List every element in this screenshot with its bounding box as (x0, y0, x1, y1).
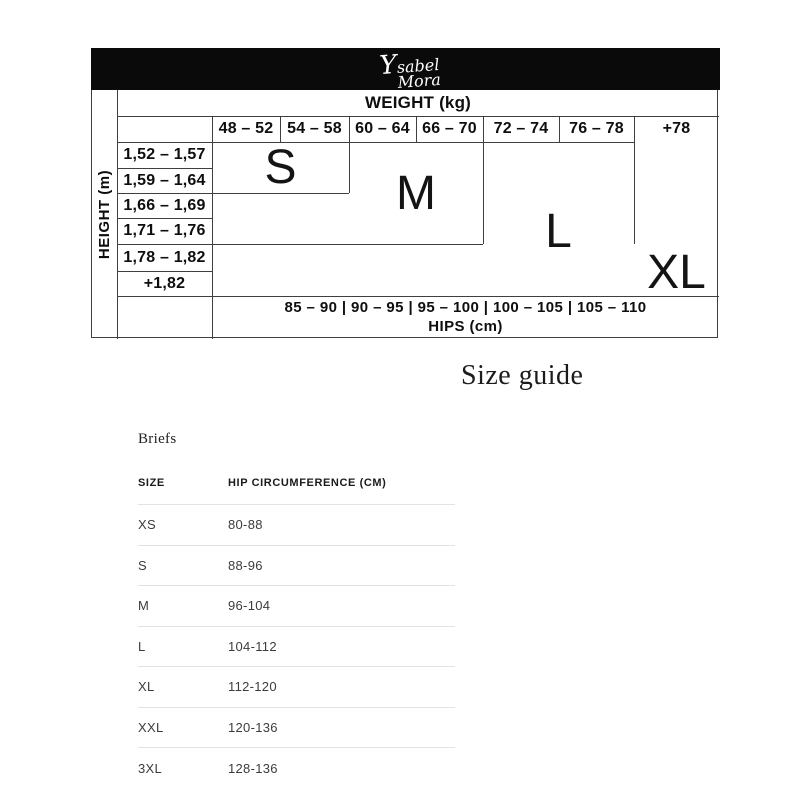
height-range-cell: +1,82 (143, 274, 186, 292)
divider-line (212, 116, 213, 339)
size-region-m: M (396, 166, 436, 220)
divider-line (117, 193, 349, 194)
divider-line (634, 116, 635, 244)
briefs-table-header: SIZE HIP CIRCUMFERENCE (CM) (138, 477, 455, 505)
height-range-cell: 1,78 – 1,82 (123, 248, 206, 266)
table-row: XXL 120-136 (138, 708, 455, 748)
weight-range-cell: 48 – 52 (218, 120, 274, 137)
divider-line (559, 116, 560, 142)
weight-range-cell: 76 – 78 (569, 120, 624, 137)
brand-logo: Ysabel Mora (378, 49, 441, 90)
weight-range-cell: 60 – 64 (355, 120, 410, 137)
divider-line (416, 116, 417, 142)
row-hip-value: 104-112 (228, 638, 277, 654)
weight-range-cell: +78 (662, 120, 691, 137)
divider-line (117, 168, 212, 169)
table-row: L 104-112 (138, 627, 455, 667)
height-axis-label: HEIGHT (m) (92, 90, 117, 339)
height-range-cell: 1,59 – 1,64 (123, 171, 206, 189)
table-row: XL 112-120 (138, 667, 455, 708)
row-hip-value: 88-96 (228, 557, 263, 573)
briefs-column-header-size: SIZE (138, 477, 165, 489)
briefs-section: Briefs SIZE HIP CIRCUMFERENCE (CM) XS 80… (138, 430, 455, 789)
hips-axis-label: HIPS (cm) (428, 318, 503, 335)
row-hip-value: 128-136 (228, 760, 278, 776)
weight-axis-label: WEIGHT (kg) (364, 93, 472, 112)
table-row: 3XL 128-136 (138, 748, 455, 789)
divider-line (117, 142, 634, 143)
height-axis-label-text: HEIGHT (m) (96, 169, 114, 260)
divider-line (117, 218, 212, 219)
page-title: Size guide (461, 360, 584, 391)
divider-line (117, 90, 118, 339)
divider-line (117, 116, 719, 117)
size-region-s: S (264, 141, 297, 194)
hips-footer: 85 – 90 | 90 – 95 | 95 – 100 | 100 – 105… (212, 296, 719, 338)
height-range-cell: 1,66 – 1,69 (123, 196, 206, 214)
row-size-label: S (138, 557, 147, 573)
table-row: S 88-96 (138, 546, 455, 586)
row-hip-value: 80-88 (228, 517, 263, 533)
table-row: XS 80-88 (138, 505, 455, 546)
size-region-l: L (545, 205, 572, 258)
brand-banner: Ysabel Mora (91, 48, 720, 90)
divider-line (117, 271, 212, 272)
weight-range-cell: 72 – 74 (493, 120, 549, 137)
row-hip-value: 112-120 (228, 679, 277, 695)
row-size-label: XXL (138, 719, 164, 735)
row-size-label: 3XL (138, 760, 163, 776)
hips-values: 85 – 90 | 90 – 95 | 95 – 100 | 100 – 105… (284, 299, 647, 316)
size-chart: Ysabel Mora WEIGHT (kg) HEIGHT (m) 48 – … (91, 48, 720, 339)
weight-range-cell: 66 – 70 (422, 120, 477, 137)
table-row: M 96-104 (138, 586, 455, 627)
divider-line (117, 244, 483, 245)
divider-line (483, 116, 484, 244)
briefs-title: Briefs (138, 431, 177, 447)
row-size-label: M (138, 598, 150, 614)
weight-range-cell: 54 – 58 (287, 120, 342, 137)
height-range-cell: 1,71 – 1,76 (123, 222, 206, 239)
row-size-label: XL (138, 679, 155, 695)
divider-line (117, 296, 719, 297)
size-region-xl: XL (647, 246, 706, 299)
row-hip-value: 120-136 (228, 719, 278, 735)
row-hip-value: 96-104 (228, 598, 271, 614)
divider-line (349, 116, 350, 193)
height-range-cell: 1,52 – 1,57 (123, 146, 206, 163)
divider-line (280, 116, 281, 142)
row-size-label: L (138, 638, 146, 654)
row-size-label: XS (138, 517, 156, 533)
briefs-column-header-hip: HIP CIRCUMFERENCE (CM) (228, 477, 387, 489)
briefs-table-body: XS 80-88 S 88-96 M 96-104 L 104-112 XL 1… (138, 505, 455, 789)
